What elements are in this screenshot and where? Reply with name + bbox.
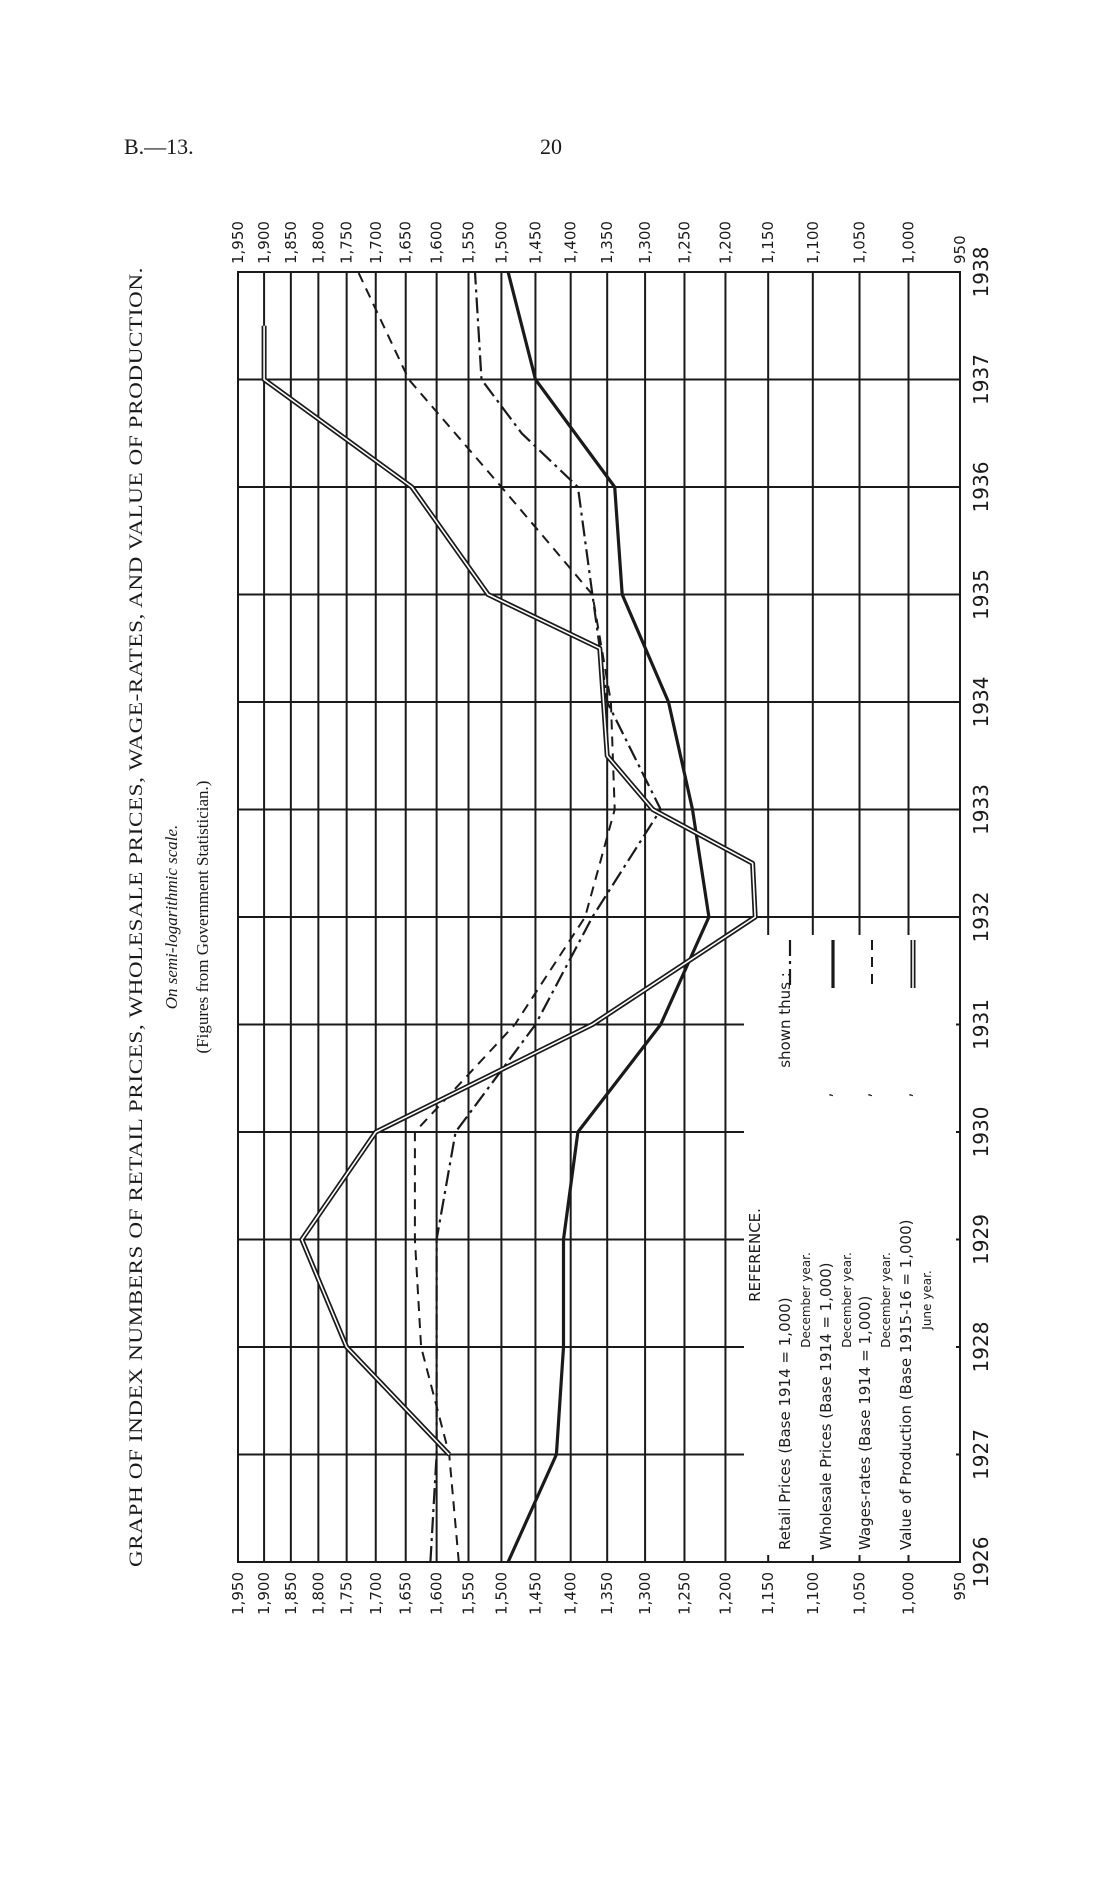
chart-title: GRAPH OF INDEX NUMBERS OF RETAIL PRICES,…	[126, 267, 147, 1567]
value-tick-top: 1,250	[675, 221, 693, 264]
legend-label: Value of Production (Base 1915-16 = 1,00…	[897, 1220, 915, 1550]
value-tick-top: 1,600	[428, 221, 446, 264]
series-wholesale-prices	[506, 271, 711, 1563]
value-tick-bottom: 1,050	[851, 1572, 869, 1615]
series-value-of-production	[261, 325, 758, 1457]
chart-subtitle: On semi-logarithmic scale.	[162, 825, 181, 1010]
value-tick-top: 1,300	[636, 221, 654, 264]
value-tick-top: 1,350	[598, 221, 616, 264]
value-tick-top: 1,450	[526, 221, 544, 264]
value-tick-top: 1,150	[759, 221, 777, 264]
legend-shown-thus: shown thus :	[776, 972, 794, 1068]
value-tick-top: 950	[951, 235, 969, 264]
year-tick: 1937	[969, 354, 993, 405]
value-tick-top: 1,500	[492, 221, 510, 264]
page-number: 20	[540, 134, 562, 159]
chart-titles: GRAPH OF INDEX NUMBERS OF RETAIL PRICES,…	[126, 267, 212, 1567]
year-tick: 1930	[969, 1107, 993, 1158]
value-tick-top: 1,550	[459, 221, 477, 264]
value-tick-bottom: 1,750	[338, 1572, 356, 1615]
value-tick-bottom: 1,950	[229, 1572, 247, 1615]
legend-label: Retail Prices (Base 1914 = 1,000)	[776, 1297, 794, 1550]
value-tick-top: 1,050	[851, 221, 869, 264]
year-tick: 1935	[969, 569, 993, 620]
value-tick-top: 1,650	[397, 221, 415, 264]
chart-series	[261, 271, 758, 1563]
value-tick-top: 1,400	[562, 221, 580, 264]
value-tick-bottom: 1,700	[367, 1572, 385, 1615]
value-tick-top: 1,900	[255, 221, 273, 264]
year-tick: 1933	[969, 784, 993, 835]
legend-note: December year.	[879, 1252, 893, 1348]
legend-ditto: ,	[897, 1093, 915, 1098]
value-tick-bottom: 1,200	[716, 1572, 734, 1615]
page-reference: B.—13.	[124, 134, 194, 159]
legend-label: Wholesale Prices (Base 1914 = 1,000)	[817, 1263, 835, 1550]
year-tick: 1928	[969, 1322, 993, 1373]
legend-heading: REFERENCE.	[746, 1208, 764, 1302]
value-tick-bottom: 1,650	[397, 1572, 415, 1615]
value-tick-bottom: 1,800	[309, 1572, 327, 1615]
value-tick-bottom: 1,300	[636, 1572, 654, 1615]
value-tick-top: 1,950	[229, 221, 247, 264]
year-tick: 1936	[969, 462, 993, 513]
year-tick: 1931	[969, 999, 993, 1050]
series-wages-rates	[357, 271, 616, 1563]
year-tick: 1938	[969, 247, 993, 298]
value-tick-bottom: 1,500	[492, 1572, 510, 1615]
series-retail-prices	[429, 271, 662, 1563]
value-tick-bottom: 1,600	[428, 1572, 446, 1615]
year-tick: 1926	[969, 1537, 993, 1588]
chart-labels: 950 950 1,000 1,000 1,050 1,050 1,100 1,100 1,15…	[229, 221, 993, 1615]
value-tick-bottom: 1,000	[900, 1572, 918, 1615]
chart-grid	[237, 271, 961, 1563]
value-tick-bottom: 1,400	[562, 1572, 580, 1615]
value-tick-bottom: 1,850	[282, 1572, 300, 1615]
legend-note: June year.	[920, 1270, 934, 1330]
plot-frame	[237, 271, 961, 1563]
value-tick-bottom: 1,150	[759, 1572, 777, 1615]
value-tick-top: 1,000	[900, 221, 918, 264]
legend-note: December year.	[799, 1252, 813, 1348]
value-tick-bottom: 1,100	[804, 1572, 822, 1615]
value-tick-bottom: 1,550	[459, 1572, 477, 1615]
value-tick-top: 1,200	[716, 221, 734, 264]
series-value-of-production-inner	[263, 325, 757, 1456]
legend-box	[744, 935, 956, 1555]
year-tick: 1934	[969, 677, 993, 728]
legend-note: December year.	[840, 1252, 854, 1348]
value-tick-top: 1,750	[338, 221, 356, 264]
value-tick-bottom: 1,350	[598, 1572, 616, 1615]
legend-label: Wages-rates (Base 1914 = 1,000)	[856, 1296, 874, 1550]
value-tick-top: 1,800	[309, 221, 327, 264]
value-tick-top: 1,700	[367, 221, 385, 264]
year-tick: 1929	[969, 1214, 993, 1265]
value-tick-bottom: 1,450	[526, 1572, 544, 1615]
year-tick: 1932	[969, 892, 993, 943]
legend-ditto: ,	[856, 1093, 874, 1098]
value-tick-bottom: 1,250	[675, 1572, 693, 1615]
value-tick-top: 1,100	[804, 221, 822, 264]
value-tick-bottom: 1,900	[255, 1572, 273, 1615]
value-tick-bottom: 950	[951, 1572, 969, 1601]
chart-legend: REFERENCE. shown thus : Retail Prices (Bas…	[744, 935, 956, 1555]
value-tick-top: 1,850	[282, 221, 300, 264]
year-tick: 1927	[969, 1429, 993, 1480]
chart-source: (Figures from Government Statistician.)	[193, 781, 212, 1054]
legend-ditto: ,	[817, 1093, 835, 1098]
